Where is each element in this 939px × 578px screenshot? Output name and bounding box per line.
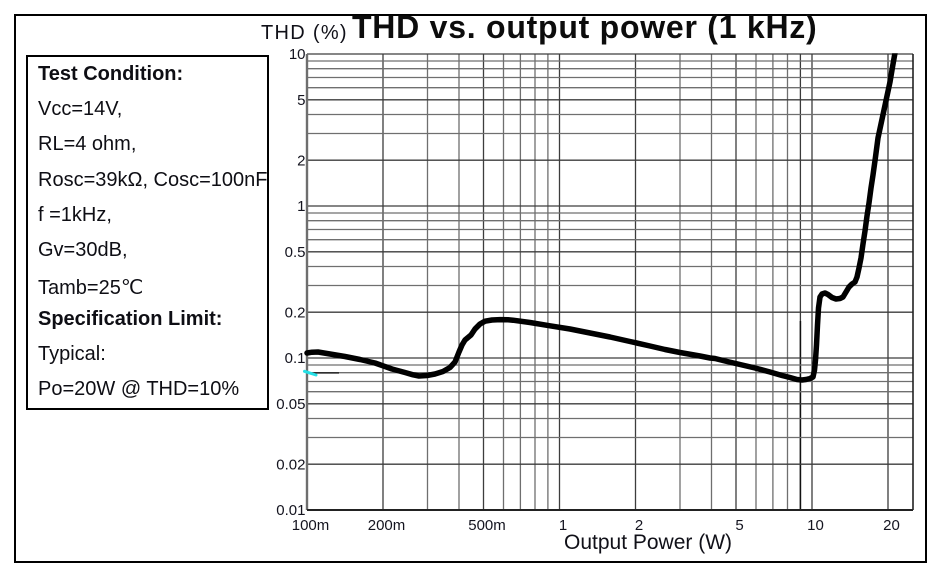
svg-text:10: 10 <box>289 46 306 63</box>
svg-text:5: 5 <box>735 517 743 534</box>
svg-text:0.5: 0.5 <box>285 244 306 261</box>
svg-text:1: 1 <box>559 517 567 534</box>
svg-text:2: 2 <box>297 152 305 169</box>
svg-text:0.1: 0.1 <box>285 350 306 367</box>
svg-text:200m: 200m <box>368 517 406 534</box>
svg-text:100m: 100m <box>292 517 330 534</box>
svg-text:5: 5 <box>297 92 305 109</box>
svg-text:500m: 500m <box>468 517 506 534</box>
svg-text:0.05: 0.05 <box>276 396 305 413</box>
svg-text:0.02: 0.02 <box>276 456 305 473</box>
svg-text:0.01: 0.01 <box>276 502 305 519</box>
svg-text:10: 10 <box>807 517 824 534</box>
svg-text:20: 20 <box>883 517 900 534</box>
svg-text:2: 2 <box>635 517 643 534</box>
svg-text:0.2: 0.2 <box>285 304 306 321</box>
svg-text:1: 1 <box>297 198 305 215</box>
